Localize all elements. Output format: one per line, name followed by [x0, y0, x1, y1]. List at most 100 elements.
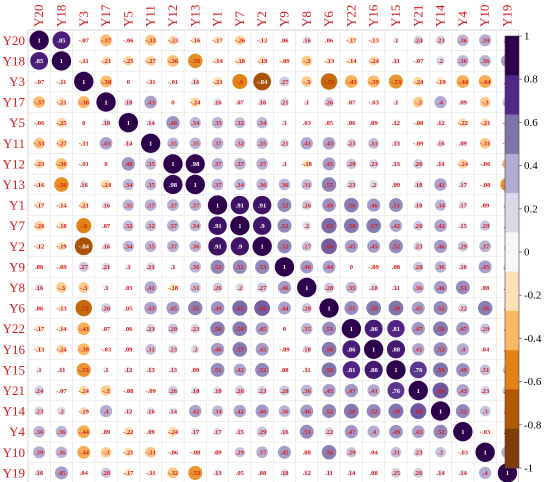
corr-value-label: -.37: [101, 38, 112, 45]
corr-value-label: .17: [459, 182, 468, 189]
corr-circle: [321, 341, 337, 357]
corr-circle: [297, 277, 317, 298]
corr-circle: [409, 361, 427, 379]
corr-cell-Y21-Y17: -.3: [100, 385, 112, 396]
corr-cell-Y22-Y1: .56: [210, 321, 225, 336]
corr-value-label: .57: [370, 223, 379, 230]
corr-cell-Y8-Y12: -.18: [168, 283, 179, 292]
corr-cell-Y10-Y11: -.31: [145, 446, 157, 458]
corr-cell-Y4-Y20: .36: [33, 425, 45, 438]
colorbar-band: [505, 389, 519, 430]
corr-value-label: .45: [481, 264, 490, 271]
corr-cell-Y11-Y10: -.31: [479, 137, 491, 149]
corr-circle: [413, 76, 424, 87]
corr-cell-Y7-Y7: 1: [230, 216, 250, 236]
corr-value-label: -.18: [168, 285, 179, 292]
corr-circle: [58, 78, 65, 85]
corr-circle: [103, 428, 109, 435]
corr-value-label: 0: [104, 161, 108, 168]
corr-circle: [415, 119, 421, 126]
corr-circle: [459, 221, 467, 230]
corr-circle: [77, 322, 91, 336]
corr-circle: [300, 260, 314, 274]
corr-circle: [482, 161, 488, 167]
corr-cell-Y4-Y12: -.24: [168, 426, 179, 437]
corr-cell-Y22-Y15: .81: [387, 319, 405, 338]
corr-value-label: .16: [80, 182, 89, 189]
corr-cell-Y6-Y16: .58: [366, 300, 382, 316]
corr-cell-Y9-Y8: .46: [300, 260, 314, 274]
corr-circle: [234, 178, 246, 191]
corr-circle: [124, 407, 132, 415]
corr-value-label: -.01: [79, 161, 89, 168]
corr-value-label: .58: [347, 223, 356, 230]
corr-circle: [212, 282, 223, 293]
corr-value-label: 1: [194, 182, 197, 189]
corr-value-label: .13: [169, 367, 178, 374]
corr-value-label: .31: [191, 285, 199, 292]
corr-cell-Y6-Y8: .28: [301, 302, 312, 314]
corr-cell-Y3-Y12: -.01: [168, 79, 178, 86]
corr-value-label: .35: [147, 161, 156, 168]
corr-circle: [479, 240, 492, 253]
corr-circle: [145, 220, 157, 232]
corr-circle: [461, 450, 465, 454]
corr-circle: [57, 97, 66, 107]
corr-circle: [278, 178, 291, 191]
column-label-Y7: Y7: [232, 11, 247, 27]
corr-value-label: .09: [147, 429, 156, 436]
corr-value-label: .13: [147, 367, 156, 374]
corr-cell-Y12-Y5: .48: [121, 157, 136, 171]
corr-cell-Y15-Y12: .13: [169, 366, 178, 374]
corr-circle: [302, 159, 311, 169]
corr-cell-Y22-Y11: .23: [145, 324, 155, 334]
corr-circle: [234, 447, 246, 458]
corr-circle: [124, 468, 133, 477]
corr-cell-Y19-Y17: .28: [100, 467, 112, 479]
corr-circle: [80, 57, 87, 65]
corr-circle: [237, 470, 243, 476]
corr-cell-Y18-Y2: -.19: [257, 56, 268, 65]
corr-cell-Y21-Y5: -.08: [123, 387, 134, 395]
corr-value-label: -.13: [324, 58, 335, 65]
corr-value-label: .24: [35, 388, 44, 395]
corr-circle: [208, 216, 227, 235]
corr-circle: [370, 119, 377, 126]
corr-cell-Y22-Y5: .06: [124, 326, 133, 333]
corr-value-label: -.26: [34, 223, 45, 230]
corr-circle: [172, 101, 174, 103]
corr-cell-Y6-Y11: .43: [144, 301, 158, 315]
corr-circle: [168, 344, 178, 354]
corr-circle: [321, 362, 337, 378]
corr-cell-Y7-Y16: .57: [366, 218, 381, 234]
corr-circle: [144, 158, 157, 170]
corr-value-label: .51: [347, 305, 355, 312]
corr-circle: [456, 343, 469, 356]
corr-value-label: .48: [124, 161, 133, 168]
corr-cell-Y14-Y3: -.19: [79, 406, 90, 415]
corr-cell-Y22-Y3: -.43: [77, 322, 91, 336]
corr-value-label: .4: [104, 408, 110, 415]
corr-value-label: .52: [459, 408, 468, 415]
corr-circle: [344, 383, 358, 398]
corr-value-label: -.84: [257, 79, 268, 86]
corr-circle: [363, 339, 384, 359]
corr-value-label: .34: [124, 182, 133, 189]
corr-cell-Y17-Y11: .43: [144, 95, 158, 109]
corr-value-label: -.25: [56, 120, 67, 127]
column-label-Y1: Y1: [210, 11, 225, 27]
corr-circle: [191, 386, 200, 395]
row-label-Y6: Y6: [9, 301, 25, 316]
corr-cell-Y2-Y21: .23: [413, 241, 423, 251]
corr-cell-Y9-Y4: .16: [459, 263, 468, 271]
corr-circle: [322, 157, 336, 171]
corr-value-label: .45: [370, 244, 379, 251]
corr-circle: [300, 384, 313, 397]
corr-circle: [392, 160, 400, 168]
corr-circle: [482, 202, 489, 209]
corr-value-label: .46: [436, 244, 445, 251]
corr-circle: [325, 57, 333, 65]
corr-circle: [233, 363, 247, 377]
corr-value-label: .48: [169, 120, 178, 127]
corr-value-label: .42: [436, 223, 445, 230]
